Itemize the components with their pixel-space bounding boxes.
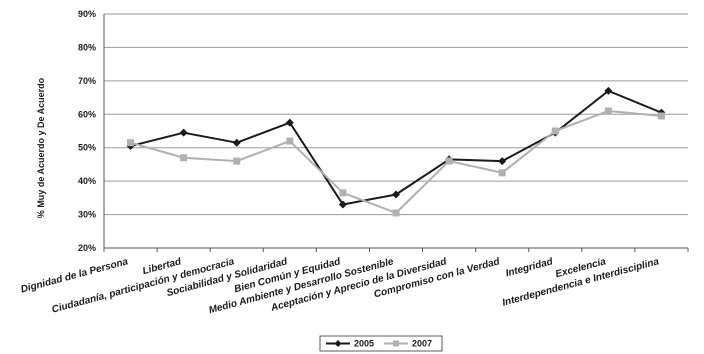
data-point (657, 112, 665, 120)
y-tick-label: 30% (78, 210, 96, 220)
data-point (232, 138, 241, 147)
data-point (285, 118, 294, 127)
x-tick-label: Integridad (505, 256, 555, 279)
x-axis-categories: Dignidad de la Persona LibertadCiudadanía… (20, 256, 661, 316)
y-tick-label: 20% (78, 243, 96, 253)
data-point (338, 200, 347, 209)
data-point (604, 107, 612, 115)
y-axis-label: % Muy de Acuerdo y De Acuerdo (36, 77, 46, 218)
data-point (551, 127, 559, 135)
legend: 2005 2007 (319, 335, 443, 352)
legend-marker (393, 340, 399, 347)
y-tick-label: 90% (78, 9, 96, 19)
series-group (126, 86, 666, 217)
data-point (233, 157, 241, 165)
axes (103, 14, 689, 252)
y-tick-label: 50% (78, 143, 96, 153)
series-2007 (127, 107, 665, 217)
legend-label: 2005 (354, 339, 374, 349)
data-point (445, 157, 453, 165)
data-point (498, 157, 507, 166)
data-point (179, 128, 188, 137)
data-point (604, 86, 613, 95)
y-tick-label: 70% (78, 76, 96, 86)
grid-lines (104, 13, 688, 249)
data-point (392, 209, 400, 217)
y-tick-label: 60% (78, 109, 96, 119)
data-point (392, 190, 400, 199)
data-point (339, 189, 347, 197)
legend-marker (334, 340, 342, 347)
y-axis-ticks: 20% 30% 40% 50% 60% 70% 80% 90% (78, 9, 96, 253)
y-tick-label: 80% (78, 42, 96, 52)
data-point (127, 139, 135, 147)
legend-box (319, 335, 443, 352)
legend-label: 2007 (412, 339, 432, 349)
data-point (498, 169, 506, 177)
data-point (180, 154, 188, 162)
data-point (286, 137, 294, 145)
y-tick-label: 40% (78, 176, 96, 186)
